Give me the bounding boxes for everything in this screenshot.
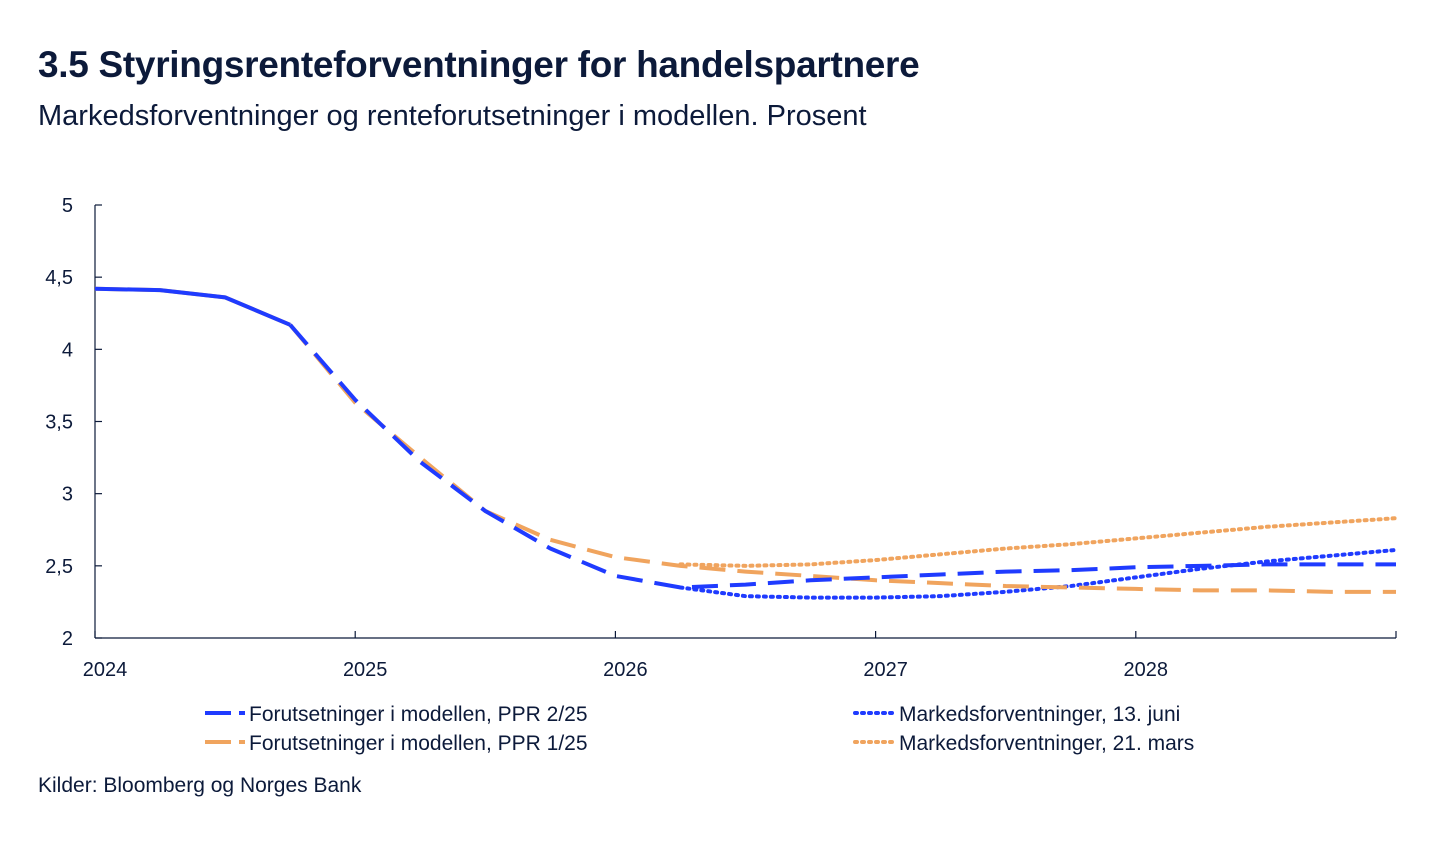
y-tick-label: 3 bbox=[62, 484, 73, 506]
y-tick-label: 2,5 bbox=[45, 556, 73, 578]
legend-label-3: Markedsforventninger, 13. juni bbox=[899, 703, 1180, 726]
chart-title: 3.5 Styringsrenteforventninger for hande… bbox=[38, 44, 920, 85]
x-tick-label: 2028 bbox=[1124, 659, 1169, 681]
series-1-history bbox=[94, 286, 291, 327]
chart-series bbox=[94, 286, 1398, 600]
series-2-line bbox=[288, 323, 1396, 594]
legend-label-2: Forutsetninger i modellen, PPR 1/25 bbox=[249, 732, 588, 755]
x-tick-label: 2025 bbox=[343, 659, 388, 681]
y-tick-label: 4,5 bbox=[45, 267, 73, 289]
series-1-line bbox=[288, 323, 1396, 590]
legend-label-4: Markedsforventninger, 21. mars bbox=[899, 732, 1194, 755]
y-tick-label: 5 bbox=[62, 195, 73, 217]
chart-axes: 2 2,5 3 3,5 4 4,5 5 2024 2025 2026 2027 2028 bbox=[45, 195, 1397, 681]
chart-subtitle: Markedsforventninger og renteforutsetnin… bbox=[38, 100, 867, 132]
x-tick-label: 2026 bbox=[603, 659, 648, 681]
y-tick-label: 3,5 bbox=[45, 412, 73, 434]
y-tick-label: 2 bbox=[62, 628, 73, 650]
series-3-line bbox=[678, 547, 1398, 600]
chart-source: Kilder: Bloomberg og Norges Bank bbox=[38, 774, 362, 797]
y-tick-label: 4 bbox=[62, 339, 73, 361]
series-4-line bbox=[678, 516, 1398, 568]
chart-legend: Forutsetninger i modellen, PPR 2/25 Forut… bbox=[205, 703, 1194, 755]
x-tick-label: 2024 bbox=[83, 659, 128, 681]
legend-label-1: Forutsetninger i modellen, PPR 2/25 bbox=[249, 703, 588, 726]
x-tick-label: 2027 bbox=[863, 659, 908, 681]
